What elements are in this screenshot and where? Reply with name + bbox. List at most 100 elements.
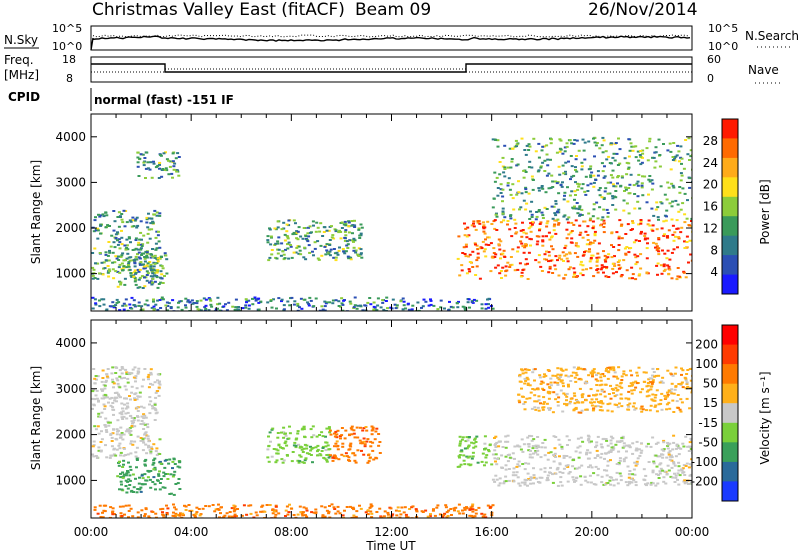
data-cell [530, 216, 534, 218]
data-cell [505, 269, 509, 272]
data-cell [609, 384, 612, 387]
data-cell [633, 207, 637, 210]
data-cell [637, 448, 641, 451]
data-cell [139, 153, 143, 156]
data-cell [138, 268, 142, 271]
data-cell [624, 456, 628, 459]
data-cell [583, 251, 586, 253]
data-cell [156, 373, 160, 376]
data-cell [151, 220, 155, 223]
colorbar-cell [722, 274, 738, 295]
data-cell [127, 461, 130, 464]
data-cell [547, 260, 550, 263]
data-cell [173, 162, 177, 165]
data-cell [438, 513, 442, 516]
data-cell [118, 241, 122, 244]
data-cell [197, 508, 201, 510]
data-cell [218, 309, 222, 311]
data-cell [587, 466, 591, 469]
data-cell [130, 385, 134, 388]
data-cell [573, 198, 576, 201]
data-cell [94, 394, 98, 397]
data-cell [140, 263, 144, 266]
data-cell [168, 160, 172, 163]
data-cell [686, 153, 690, 156]
data-cell [600, 446, 604, 448]
data-cell [470, 224, 474, 227]
data-cell [530, 439, 534, 442]
data-cell [161, 282, 165, 284]
data-cell [377, 444, 381, 447]
data-cell [624, 188, 628, 191]
data-cell [424, 300, 428, 303]
data-cell [142, 161, 146, 164]
data-cell [555, 151, 559, 154]
data-cell [146, 232, 150, 235]
data-cell [225, 309, 229, 311]
data-cell [131, 219, 135, 222]
data-cell [633, 408, 637, 411]
data-cell [111, 507, 115, 510]
data-cell [588, 219, 592, 222]
data-cell [429, 303, 433, 306]
data-cell [659, 201, 663, 204]
data-cell [325, 509, 329, 512]
data-cell [521, 369, 525, 372]
data-cell [634, 484, 638, 487]
nave-label: Nave [748, 63, 779, 77]
data-cell [410, 309, 414, 311]
data-cell [269, 243, 273, 246]
data-cell [441, 515, 445, 518]
data-cell [117, 393, 120, 396]
data-cell [171, 460, 175, 463]
data-cell [623, 157, 627, 160]
data-cell [548, 407, 552, 410]
data-cell [157, 473, 161, 476]
data-cell [277, 512, 281, 515]
data-cell [627, 444, 631, 447]
data-cell [640, 405, 644, 408]
data-cell [656, 247, 660, 250]
data-cell [574, 219, 578, 222]
data-cell [648, 140, 652, 143]
data-cell [630, 389, 634, 392]
data-cell [101, 511, 104, 514]
data-cell [466, 439, 470, 442]
data-cell [690, 391, 692, 394]
cpid-label: CPID [8, 90, 40, 104]
data-cell [128, 465, 132, 468]
data-cell [331, 459, 335, 462]
data-cell [115, 391, 119, 394]
data-cell [541, 244, 545, 247]
data-cell [558, 173, 562, 176]
data-cell [158, 257, 162, 260]
data-cell [578, 445, 582, 448]
data-cell [662, 449, 666, 452]
data-cell [319, 222, 323, 225]
data-cell [316, 226, 320, 229]
data-cell [548, 408, 551, 411]
data-cell [609, 174, 613, 177]
data-cell [320, 450, 324, 452]
data-cell [137, 241, 141, 244]
data-cell [303, 459, 307, 462]
data-cell [539, 221, 543, 224]
data-cell [307, 304, 311, 307]
data-cell [609, 397, 613, 400]
data-cell [634, 481, 638, 484]
scatter-region [491, 136, 692, 221]
data-cell [569, 178, 572, 181]
data-cell [139, 261, 143, 264]
data-cell [143, 368, 147, 370]
data-cell [421, 511, 425, 513]
time-tick-label: 12:00 [374, 525, 409, 539]
data-cell [531, 179, 535, 181]
data-cell [671, 374, 675, 377]
data-cell [352, 514, 356, 517]
data-cell [557, 208, 561, 211]
data-cell [625, 202, 629, 205]
data-cell [556, 404, 560, 407]
data-cell [117, 429, 120, 432]
data-cell [340, 297, 344, 300]
